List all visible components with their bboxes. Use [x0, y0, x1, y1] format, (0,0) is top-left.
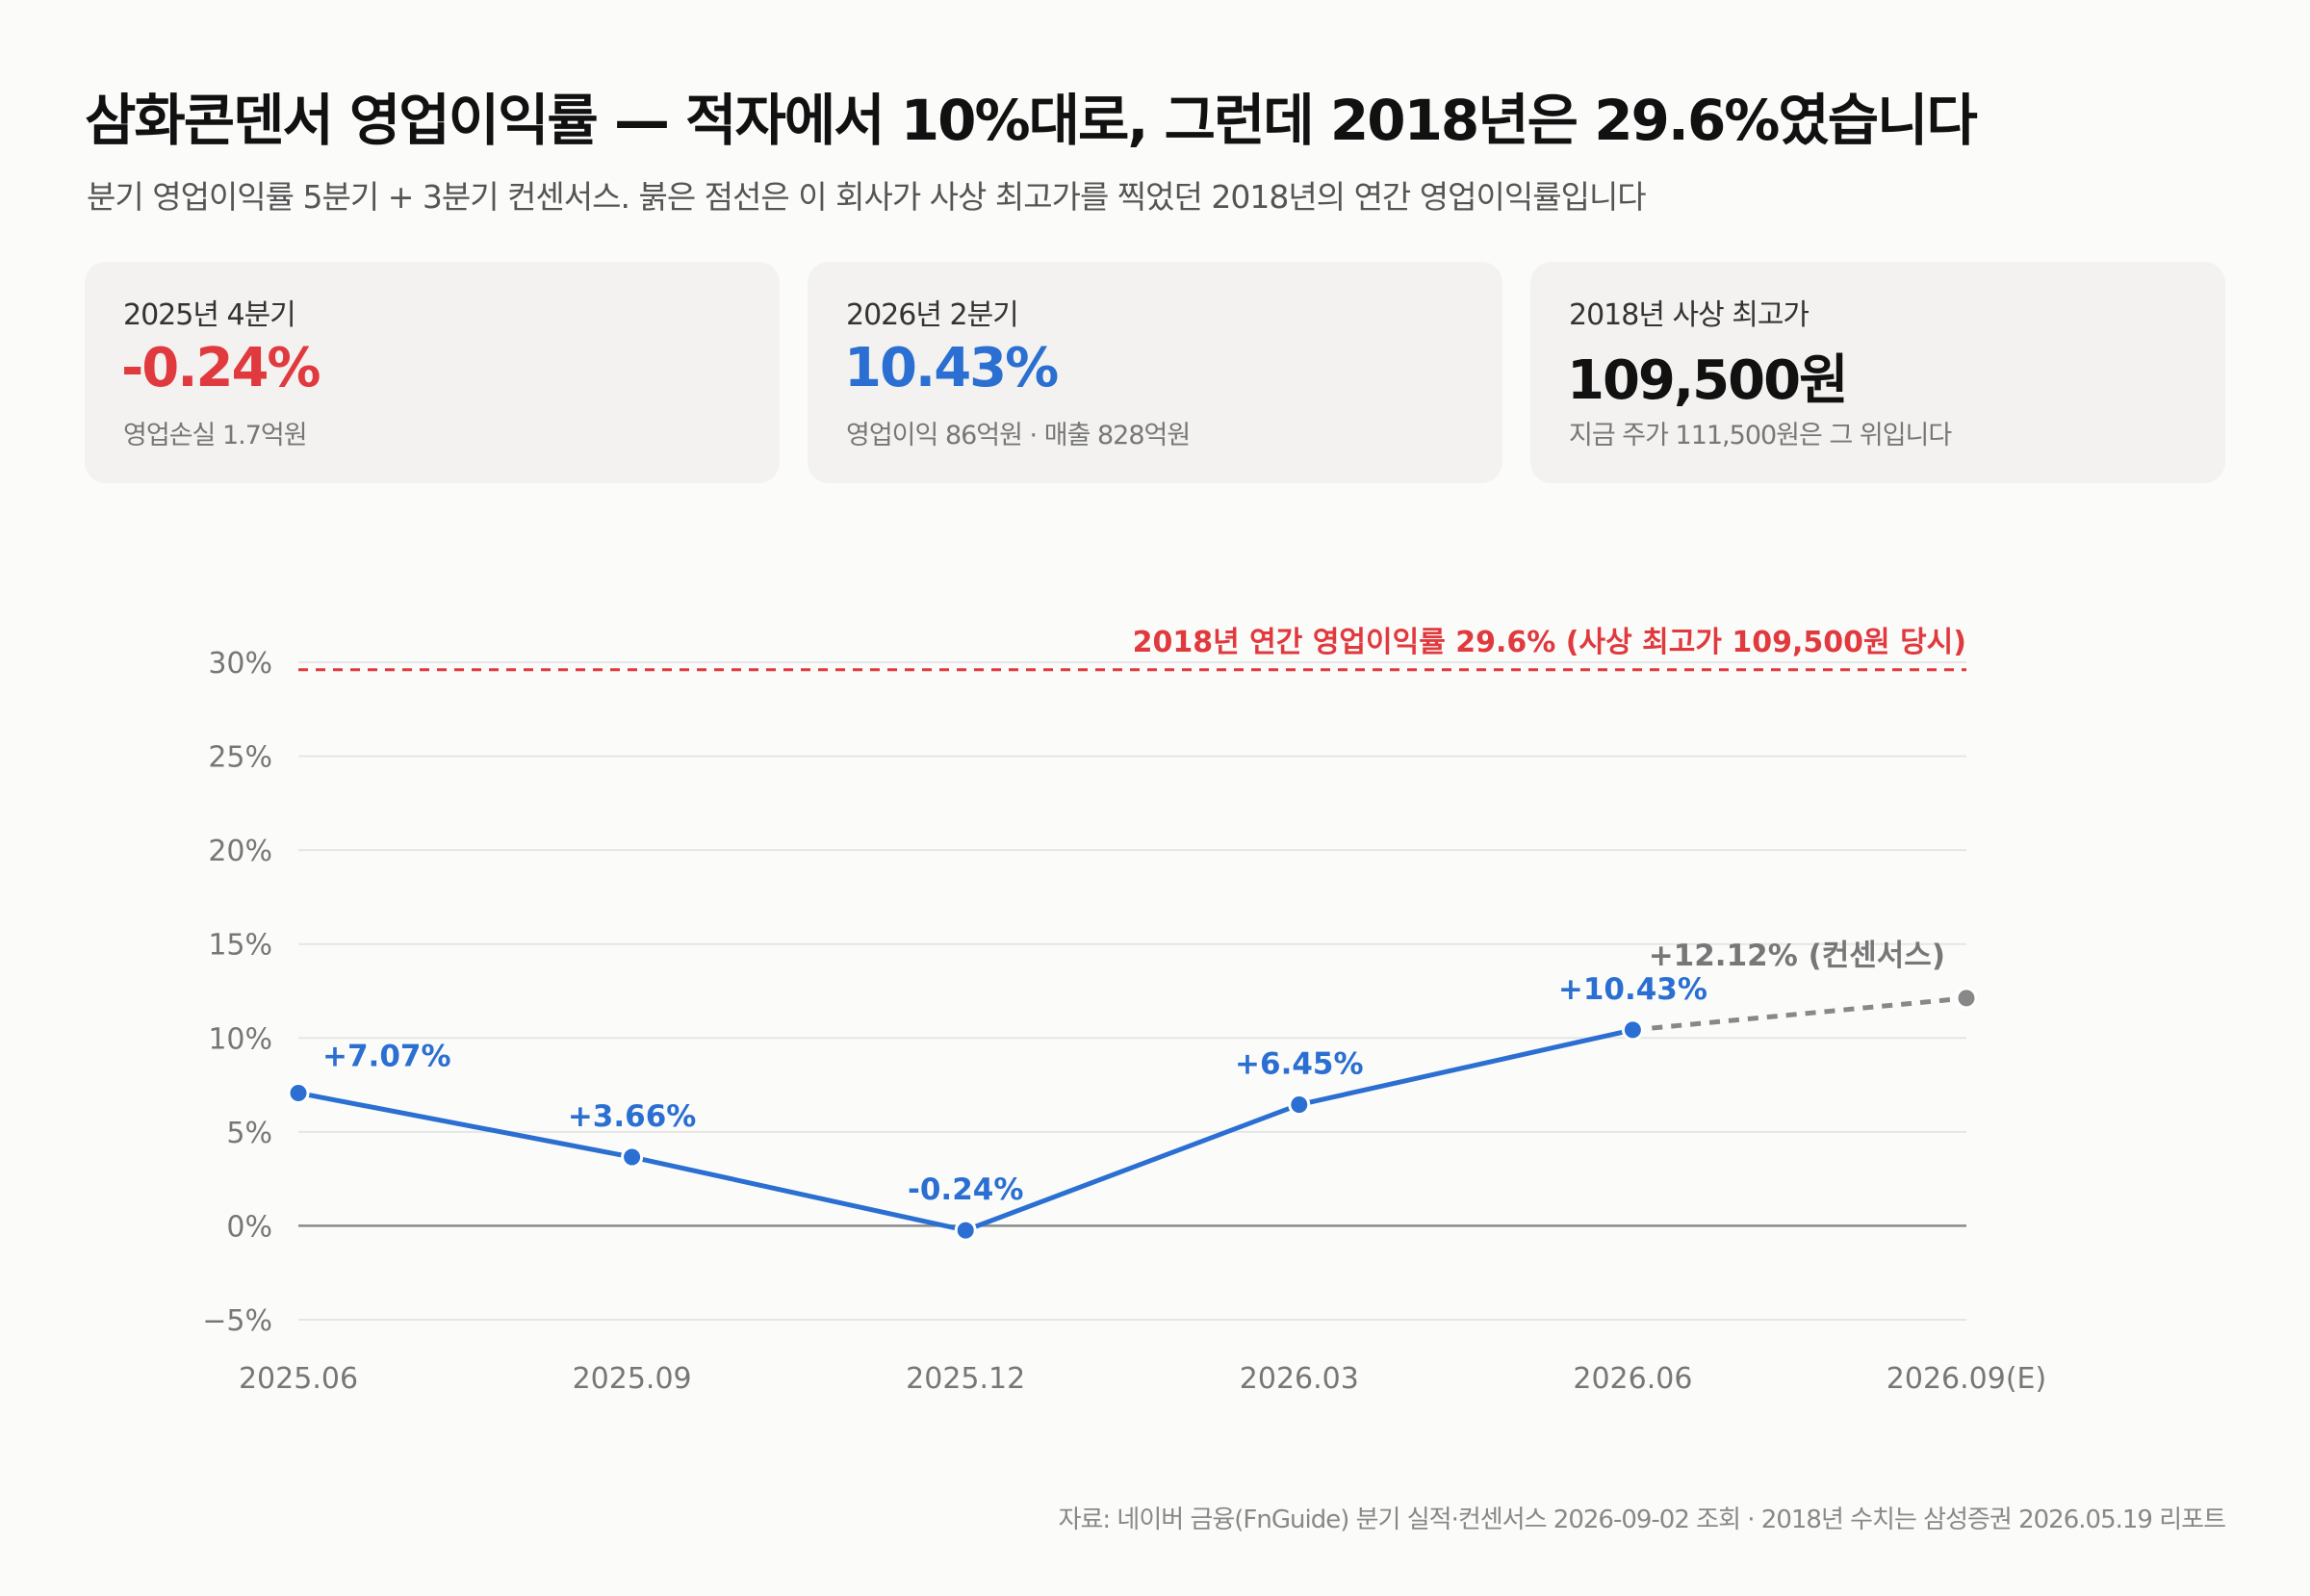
kpi-cards: 2025년 4분기 -0.24% 영업손실 1.7억원 2026년 2분기 10…: [85, 262, 2225, 483]
source-note: 자료: 네이버 금융(FnGuide) 분기 실적·컨센서스 2026-09-0…: [1058, 1506, 2226, 1534]
data-point: [1621, 1018, 1644, 1042]
x-tick-label: 2026.09(E): [1886, 1362, 2046, 1396]
kpi-card-q4-2025: 2025년 4분기 -0.24% 영업손실 1.7억원: [85, 262, 780, 483]
data-label: +3.66%: [568, 1099, 697, 1134]
kpi-card-label: 2025년 4분기: [123, 298, 296, 332]
chart-subtitle: 분기 영업이익률 5분기 + 3분기 컨센서스. 붉은 점선은 이 회사가 사상…: [87, 178, 1647, 216]
data-label: -0.24%: [908, 1172, 1023, 1207]
y-tick-label: 5%: [226, 1117, 272, 1150]
y-tick-label: 0%: [226, 1210, 272, 1244]
consensus-point: [1955, 987, 1978, 1010]
kpi-card-value: -0.24%: [121, 337, 321, 399]
consensus-line: [1632, 995, 1967, 1033]
data-label: +10.43%: [1558, 972, 1707, 1007]
x-tick-label: 2025.12: [906, 1362, 1025, 1396]
y-tick-label: 15%: [208, 929, 272, 963]
kpi-card-2018-high: 2018년 사상 최고가 109,500원 지금 주가 111,500원은 그 …: [1530, 262, 2225, 483]
kpi-card-label: 2026년 2분기: [846, 298, 1019, 332]
kpi-card-label: 2018년 사상 최고가: [1569, 298, 1810, 332]
x-tick-label: 2026.03: [1240, 1362, 1359, 1396]
data-label: +7.07%: [322, 1039, 451, 1073]
kpi-card-note: 영업이익 86억원 · 매출 828억원: [846, 421, 1191, 450]
x-tick-label: 2025.09: [573, 1362, 692, 1396]
chart-title: 삼화콘덴서 영업이익률 — 적자에서 10%대로, 그런데 2018년은 29.…: [85, 88, 1978, 153]
kpi-card-note: 영업손실 1.7억원: [123, 421, 308, 450]
line-chart: 30% 25% 20% 15% 10% 5% 0% −5% 2025.06 2025.09 2025…: [202, 626, 2046, 1396]
data-point: [954, 1219, 977, 1242]
kpi-card-value: 10.43%: [844, 337, 1059, 399]
kpi-card-note: 지금 주가 111,500원은 그 위입니다: [1569, 421, 1952, 450]
kpi-card-value: 109,500원: [1567, 349, 1849, 412]
x-tick-label: 2025.06: [239, 1362, 358, 1396]
consensus-label: +12.12% (컨센서스): [1649, 939, 1945, 973]
y-tick-label: 10%: [208, 1022, 272, 1056]
data-label: +6.45%: [1235, 1047, 1364, 1082]
reference-line-label: 2018년 연간 영업이익률 29.6% (사상 최고가 109,500원 당시…: [1133, 626, 1966, 659]
y-tick-label: 20%: [208, 835, 272, 868]
x-tick-label: 2026.06: [1573, 1362, 1692, 1396]
data-point: [1288, 1094, 1311, 1117]
y-tick-label: 30%: [208, 647, 272, 681]
y-tick-label: −5%: [202, 1304, 272, 1338]
data-point: [287, 1081, 310, 1104]
data-point: [621, 1146, 644, 1169]
y-tick-label: 25%: [208, 741, 272, 775]
kpi-card-q2-2026: 2026년 2분기 10.43% 영업이익 86억원 · 매출 828억원: [808, 262, 1502, 483]
